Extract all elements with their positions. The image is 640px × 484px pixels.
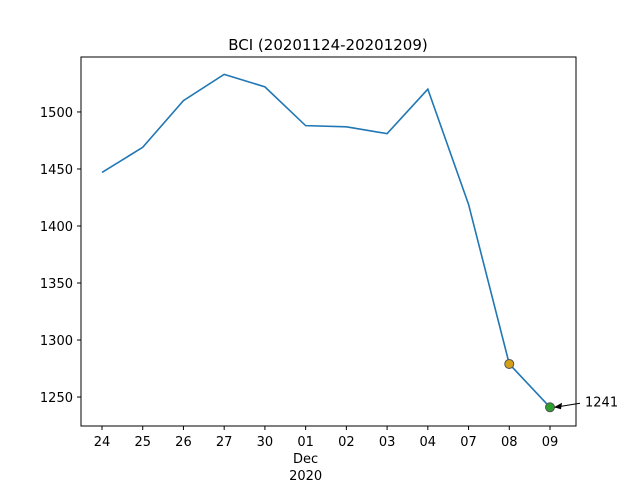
chart-title: BCI (20201124-20201209) bbox=[228, 36, 428, 54]
highlight-point bbox=[545, 402, 555, 413]
annotation-arrowhead bbox=[554, 402, 562, 410]
x-year-label: 2020 bbox=[289, 469, 322, 480]
x-tick-label: 03 bbox=[379, 435, 396, 450]
x-tick-label: 01 bbox=[297, 435, 314, 450]
x-tick-label: 30 bbox=[257, 435, 274, 450]
y-tick-label: 1300 bbox=[40, 334, 73, 349]
y-tick-label: 1250 bbox=[40, 391, 73, 406]
x-tick-label: 24 bbox=[94, 435, 111, 450]
x-tick-label: 08 bbox=[501, 435, 518, 450]
line bbox=[101, 73, 551, 408]
x-tick-label: 26 bbox=[175, 435, 192, 450]
x-tick-label: 09 bbox=[542, 435, 559, 450]
x-tick-label: 07 bbox=[460, 435, 477, 450]
x-tick-label: 02 bbox=[338, 435, 355, 450]
y-tick-label: 1500 bbox=[40, 106, 73, 121]
x-tick-label: 04 bbox=[420, 435, 437, 450]
highlight-point bbox=[504, 358, 515, 369]
axes-frame bbox=[80, 56, 577, 427]
annotation: 1241 bbox=[585, 395, 618, 410]
y-tick-label: 1350 bbox=[40, 277, 73, 292]
x-tick-label: 25 bbox=[134, 435, 151, 450]
x-month-label: Dec bbox=[293, 452, 318, 467]
x-tick-label: 27 bbox=[216, 435, 233, 450]
y-tick-label: 1400 bbox=[40, 220, 73, 235]
y-tick-label: 1450 bbox=[40, 163, 73, 178]
